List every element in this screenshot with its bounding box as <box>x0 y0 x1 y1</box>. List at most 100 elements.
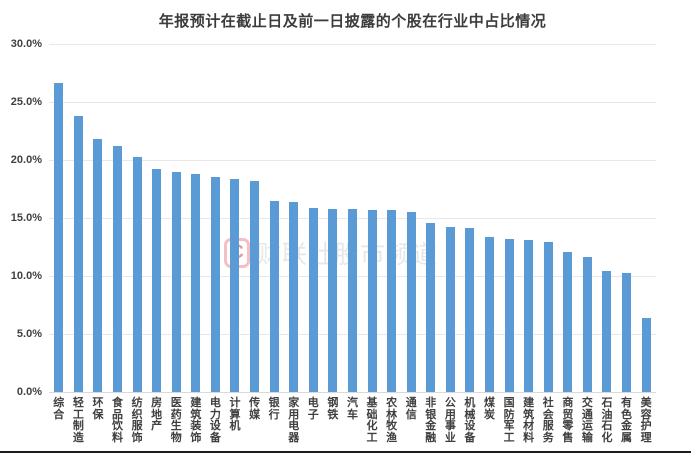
x-axis-label-char: 生 <box>170 420 182 432</box>
x-axis-label-char: 机 <box>464 397 476 409</box>
x-axis-label-char: 色 <box>621 408 633 421</box>
x-axis-label-char: 建 <box>523 397 535 409</box>
bar-band <box>49 44 69 392</box>
bar-国防军工 <box>504 238 514 392</box>
bar-有色金属 <box>622 272 632 392</box>
x-axis-label-char: 炭 <box>484 408 495 421</box>
x-axis-label-char: 化 <box>601 431 613 444</box>
bar-农林牧渔 <box>387 209 397 392</box>
x-axis-label: 基础化工 <box>362 397 382 444</box>
x-axis-label-char: 非 <box>425 397 437 409</box>
x-axis-label-char: 务 <box>542 431 554 444</box>
x-axis-label: 汽车 <box>343 397 363 421</box>
bar-传媒 <box>250 180 260 392</box>
x-axis-label: 医药生物 <box>166 397 186 444</box>
x-axis-label-char: 料 <box>523 431 535 444</box>
x-axis-label-char: 电 <box>209 397 221 409</box>
bar-band <box>362 44 382 392</box>
bar-band <box>225 44 245 392</box>
bar-通信 <box>406 212 416 392</box>
x-axis-label-char: 媒 <box>249 408 261 421</box>
bar-银行 <box>269 200 279 392</box>
bar-机械设备 <box>465 228 475 392</box>
chart-title: 年报预计在截止日及前一日披露的个股在行业中占比情况 <box>158 13 547 30</box>
x-axis-label-char: 饰 <box>190 431 202 444</box>
x-axis-label-char: 农 <box>386 397 398 409</box>
x-axis-label-char: 工 <box>366 431 378 444</box>
x-axis-label-char: 输 <box>581 431 593 444</box>
x-axis-label-char: 铁 <box>327 408 339 421</box>
bar-band <box>480 44 500 392</box>
x-axis-label-char: 子 <box>307 408 319 421</box>
x-axis-label: 机械设备 <box>460 397 480 444</box>
x-axis-label-char: 汽 <box>346 397 358 409</box>
gridline <box>49 44 656 45</box>
bar-band <box>88 44 108 392</box>
bar-band <box>597 44 617 392</box>
x-axis-label-char: 品 <box>112 408 124 421</box>
bar-band <box>147 44 167 392</box>
x-axis-label-char: 林 <box>386 408 398 421</box>
x-axis-label-char: 用 <box>288 408 300 421</box>
bar-美容护理 <box>641 317 651 392</box>
x-axis-label-char: 护 <box>640 420 652 432</box>
x-axis-label-char: 金 <box>621 420 633 432</box>
bar-band <box>460 44 480 392</box>
x-axis-label-char: 有 <box>621 397 633 409</box>
x-axis-label: 环保 <box>88 397 108 421</box>
x-axis-label: 房地产 <box>147 397 167 433</box>
x-axis-label: 电子 <box>304 397 324 421</box>
bar-非银金融 <box>426 222 436 392</box>
x-axis-label-char: 会 <box>542 408 554 421</box>
x-axis-label-char: 环 <box>92 397 104 409</box>
x-axis-label-char: 械 <box>464 408 476 421</box>
x-axis-label: 食品饮料 <box>108 397 128 444</box>
x-axis-label-char: 工 <box>72 408 84 421</box>
bar-band <box>343 44 363 392</box>
x-axis-label-char: 渔 <box>386 431 398 444</box>
x-axis-label-char: 织 <box>131 408 143 421</box>
x-axis-label-char: 理 <box>640 431 652 444</box>
x-axis-label-char: 国 <box>503 397 515 409</box>
x-axis-label-char: 牧 <box>386 420 398 432</box>
bar-series <box>49 44 656 392</box>
x-axis-label-char: 轻 <box>72 397 84 409</box>
x-axis-label: 银行 <box>264 397 284 421</box>
x-axis-label-char: 交 <box>581 397 593 409</box>
x-axis-label-char: 油 <box>601 408 613 421</box>
x-axis-label-char: 用 <box>444 408 456 421</box>
bar-band <box>519 44 539 392</box>
bar-band <box>538 44 558 392</box>
bar-社会服务 <box>543 242 553 392</box>
x-axis-label-char: 商 <box>562 397 574 409</box>
x-axis-label: 有色金属 <box>617 397 637 444</box>
x-axis-label-char: 计 <box>229 397 241 409</box>
x-axis-label-char: 石 <box>601 420 613 432</box>
x-axis-label-char: 容 <box>640 408 652 421</box>
x-axis: 综合轻工制造环保食品饮料纺织服饰房地产医药生物建筑装饰电力设备计算机传媒银行家用… <box>49 397 656 444</box>
bar-band <box>304 44 324 392</box>
x-axis-label-char: 房 <box>151 397 163 409</box>
x-axis-label-char: 钢 <box>327 397 339 409</box>
x-axis-label-char: 药 <box>170 408 182 421</box>
x-axis-label-char: 筑 <box>523 408 535 421</box>
x-axis-label-char: 金 <box>425 420 437 432</box>
x-axis-label-char: 防 <box>503 408 515 421</box>
bar-band <box>245 44 265 392</box>
x-axis-label-char: 算 <box>229 408 241 421</box>
x-axis-label: 石油石化 <box>597 397 617 444</box>
x-axis-label: 计算机 <box>225 397 245 433</box>
x-axis-label-char: 装 <box>190 420 202 432</box>
x-axis-label-char: 备 <box>209 431 221 444</box>
bar-band <box>186 44 206 392</box>
x-axis-label-char: 综 <box>53 397 65 409</box>
bar-综合 <box>54 83 64 392</box>
x-axis-label: 钢铁 <box>323 397 343 421</box>
x-axis-label: 通信 <box>401 397 421 421</box>
x-axis-label-char: 制 <box>72 420 84 432</box>
x-axis-label: 非银金融 <box>421 397 441 444</box>
x-axis-label-char: 筑 <box>190 408 202 421</box>
x-axis-label-char: 医 <box>170 397 182 409</box>
x-axis-label: 国防军工 <box>499 397 519 444</box>
